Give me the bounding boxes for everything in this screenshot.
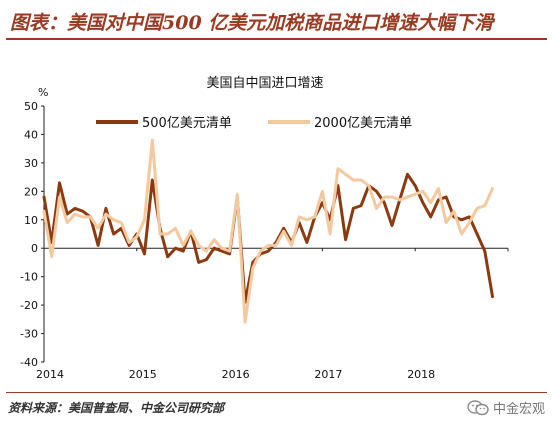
y-tick-label: 50 xyxy=(24,100,38,113)
series-line-1 xyxy=(42,172,494,304)
figure-title: 图表：美国对中国500 亿美元加税商品进口增速大幅下滑 xyxy=(10,12,494,34)
y-tick-label: 10 xyxy=(24,214,38,227)
y-tick-label: 40 xyxy=(24,128,38,141)
watermark-text: 中金宏观 xyxy=(492,402,545,417)
x-tick-label: 2016 xyxy=(222,368,250,381)
y-tick-label: -30 xyxy=(20,328,38,341)
y-tick-label: -40 xyxy=(20,356,38,369)
y-tick-label: -20 xyxy=(20,299,38,312)
x-tick-label: 2018 xyxy=(407,368,435,381)
y-tick-label: 30 xyxy=(24,157,38,170)
legend-label-2: 2000亿美元清单 xyxy=(314,116,412,131)
y-tick-label: -10 xyxy=(20,271,38,284)
series-line-2 xyxy=(42,138,494,324)
header-rule xyxy=(6,38,547,40)
x-tick-label: 2017 xyxy=(314,368,342,381)
source-note: 资料来源：美国普查局、中金公司研究部 xyxy=(8,401,225,415)
x-tick-label: 2014 xyxy=(36,368,64,381)
line-chart: 美国自中国进口增速 % -40 -30 -20 -10 0 10 20 30 40 50 2014 2… xyxy=(20,76,509,381)
y-tick-label: 20 xyxy=(24,185,38,198)
legend-label-1: 500亿美元清单 xyxy=(142,116,232,131)
chart-header: 图表：美国对中国500 亿美元加税商品进口增速大幅下滑 xyxy=(6,2,547,40)
x-tick-label: 2015 xyxy=(129,368,157,381)
chart-title: 美国自中国进口增速 xyxy=(206,76,323,91)
wechat-icon xyxy=(467,399,489,415)
watermark: 中金宏观 xyxy=(467,398,545,417)
footer-rule xyxy=(6,392,547,393)
y-axis-unit: % xyxy=(38,86,48,99)
y-tick-label: 0 xyxy=(31,242,38,255)
